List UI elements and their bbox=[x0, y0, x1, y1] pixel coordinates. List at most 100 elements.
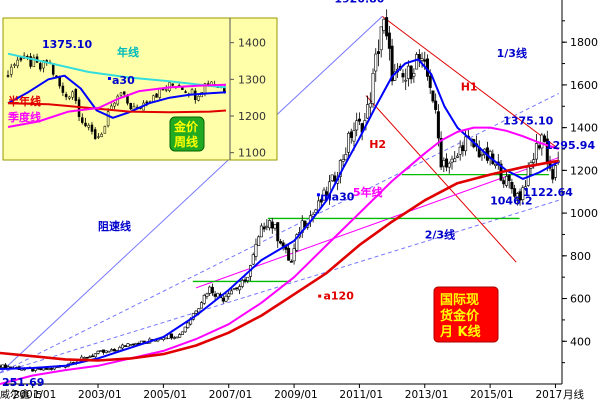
candle-body bbox=[431, 90, 435, 102]
candle-body bbox=[417, 54, 421, 60]
candle-body bbox=[551, 169, 555, 180]
candle-body bbox=[268, 220, 272, 229]
inset-annotation: 1375.10 bbox=[42, 38, 92, 51]
candle-body bbox=[202, 294, 206, 304]
y-tick-label: 1600 bbox=[570, 79, 598, 92]
annotation-label: 5年线 bbox=[353, 185, 383, 199]
candle-body bbox=[178, 334, 182, 338]
candle-body bbox=[376, 51, 380, 54]
candle-body bbox=[434, 100, 438, 110]
annotation-label: 1122.64 bbox=[523, 186, 573, 199]
x-tick-label: 2015/01 bbox=[470, 389, 514, 400]
candle-body bbox=[371, 73, 375, 104]
candle-body bbox=[172, 337, 176, 339]
candle-body bbox=[504, 175, 508, 186]
inset-series-半年线 bbox=[7, 102, 227, 114]
inset-candle-body bbox=[113, 102, 116, 107]
y-tick-label: 600 bbox=[570, 293, 591, 306]
candle-body bbox=[287, 247, 291, 261]
annotation-label: a120 bbox=[323, 290, 354, 303]
inset-candle-body bbox=[155, 93, 158, 98]
candle-body bbox=[543, 135, 547, 142]
candle-body bbox=[254, 244, 258, 257]
ma30-marker bbox=[316, 193, 320, 197]
candle-body bbox=[47, 368, 51, 370]
candle-body bbox=[534, 143, 538, 160]
a120-marker bbox=[318, 294, 322, 298]
candle-body bbox=[0, 365, 2, 368]
inset-title-bg bbox=[169, 116, 205, 152]
candle-body bbox=[480, 154, 484, 156]
candle-body bbox=[197, 308, 201, 313]
candle-body bbox=[131, 343, 135, 346]
candle-body bbox=[50, 368, 54, 370]
inset-annotation: a30 bbox=[112, 74, 135, 87]
candle-body bbox=[349, 131, 353, 138]
candle-body bbox=[415, 54, 419, 70]
candle-body bbox=[428, 75, 432, 88]
candle-body bbox=[278, 241, 282, 244]
candle-body bbox=[180, 331, 184, 335]
candle-body bbox=[129, 344, 133, 346]
inset-candle-body bbox=[9, 66, 13, 75]
candle-body bbox=[390, 45, 394, 82]
candle-body bbox=[229, 290, 233, 295]
inset-candle-body bbox=[164, 89, 168, 91]
candle-body bbox=[366, 104, 370, 119]
inset-candle-body bbox=[6, 75, 10, 77]
candle-body bbox=[374, 53, 378, 72]
candle-body bbox=[281, 242, 285, 247]
y-tick-label: 1400 bbox=[570, 122, 598, 135]
series-5年线 bbox=[0, 126, 560, 385]
candle-body bbox=[292, 248, 296, 262]
inset-candle-body bbox=[61, 85, 65, 93]
inset-y-tick-label: 1200 bbox=[238, 110, 266, 123]
x-tick-label: 2009/01 bbox=[274, 389, 318, 400]
series-ma30 bbox=[0, 58, 560, 370]
x-tick-label: 2005/01 bbox=[143, 389, 187, 400]
annotation-label: H2 bbox=[369, 138, 386, 151]
inset-candle-body bbox=[16, 59, 19, 67]
chart-title-line: 国际现 bbox=[440, 293, 479, 308]
x-tick-label: 2003/01 bbox=[78, 389, 122, 400]
candle-body bbox=[183, 326, 187, 333]
candle-body bbox=[91, 355, 95, 358]
candle-body bbox=[327, 181, 331, 198]
inset-candle-body bbox=[122, 91, 126, 95]
x-tick-label: 2011/01 bbox=[339, 389, 383, 400]
candle-body bbox=[295, 234, 299, 251]
annotation-label: ma30 bbox=[320, 190, 355, 203]
annotation-label: 251.69 bbox=[2, 376, 44, 389]
candle-body bbox=[330, 174, 334, 182]
inset-annotation: 季度线 bbox=[7, 110, 41, 124]
candle-body bbox=[445, 158, 449, 168]
chart-title-line: 货金价 bbox=[440, 308, 480, 324]
candle-body bbox=[210, 286, 214, 294]
inset-background bbox=[2, 17, 278, 161]
candle-body bbox=[347, 132, 351, 153]
inset-annotation: 半年线 bbox=[8, 94, 41, 108]
candle-body bbox=[240, 280, 244, 287]
candle-body bbox=[401, 73, 405, 78]
candle-body bbox=[502, 180, 506, 185]
candle-body bbox=[96, 350, 100, 354]
trendline-H1 bbox=[381, 15, 560, 150]
candle-body bbox=[338, 160, 342, 177]
candle-body bbox=[436, 111, 440, 139]
candle-body bbox=[101, 349, 105, 353]
candle-body bbox=[99, 350, 103, 352]
candle-body bbox=[276, 222, 280, 242]
candle-body bbox=[235, 287, 239, 289]
candle-body bbox=[442, 160, 446, 167]
inset-candle-body bbox=[100, 133, 103, 137]
inset-candle-body bbox=[84, 122, 87, 127]
candle-body bbox=[208, 286, 212, 294]
candle-body bbox=[270, 221, 274, 229]
candle-body bbox=[82, 357, 86, 359]
title-box-bg bbox=[433, 286, 499, 343]
trendline-阻速线 bbox=[0, 16, 383, 374]
inset-candle-body bbox=[39, 63, 42, 70]
inset-candle-body bbox=[106, 111, 110, 127]
